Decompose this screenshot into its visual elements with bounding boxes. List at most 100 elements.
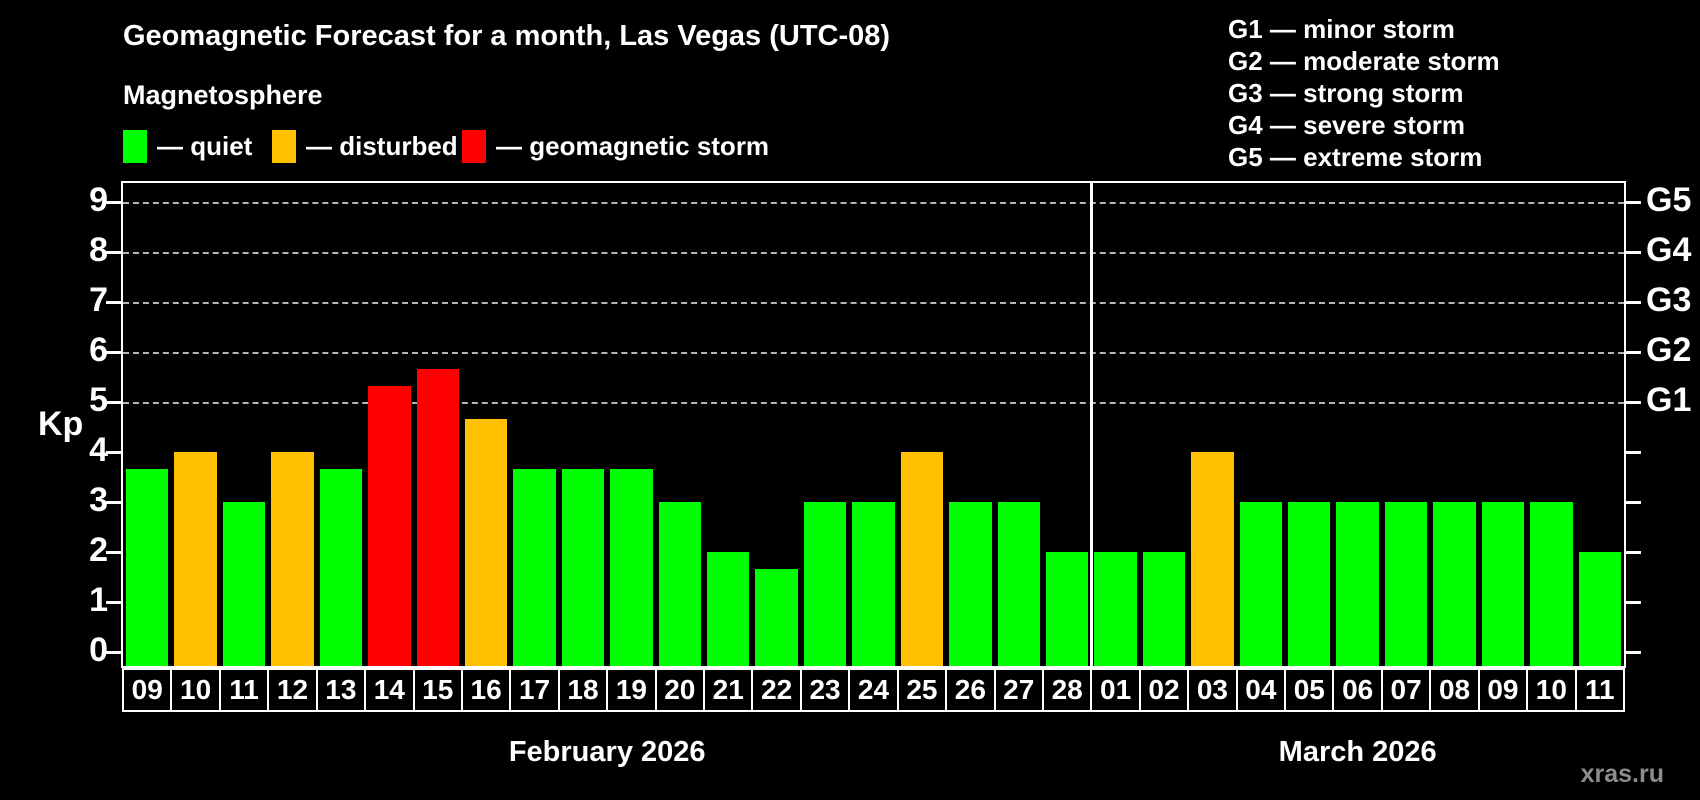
y-tick-left-7 — [106, 300, 122, 304]
g-level-label-g4: G4 — [1646, 231, 1692, 269]
kp-bar-13 — [319, 468, 363, 666]
day-label-feb-22: 22 — [751, 668, 802, 712]
day-label-feb-12: 12 — [267, 668, 318, 712]
kp-bar-08 — [1433, 502, 1476, 666]
legend-swatch-disturbed-icon — [272, 129, 296, 163]
y-tick-right-4 — [1625, 450, 1641, 454]
kp-bar-21 — [707, 552, 750, 666]
kp-bar-15 — [416, 368, 459, 666]
kp-bar-09 — [1481, 502, 1525, 666]
y-tick-right-0 — [1625, 650, 1641, 654]
kp-bar-11 — [222, 502, 266, 666]
gridline-kp8 — [123, 252, 1624, 254]
y-tick-right-5 — [1625, 400, 1641, 404]
y-tick-left-1 — [106, 600, 122, 604]
legend-item-quiet: — quiet — [123, 128, 252, 164]
kp-bar-26 — [949, 502, 992, 666]
y-tick-label-0: 0 — [89, 631, 108, 669]
day-label-feb-26: 26 — [945, 668, 996, 712]
day-label-feb-15: 15 — [412, 668, 463, 712]
y-tick-left-6 — [106, 350, 122, 354]
y-tick-left-0 — [106, 650, 122, 654]
day-label-mar-06: 06 — [1332, 668, 1383, 712]
day-label-mar-09: 09 — [1477, 668, 1529, 712]
day-label-mar-03: 03 — [1187, 668, 1238, 712]
y-tick-left-9 — [106, 200, 122, 204]
chart-subtitle: Magnetosphere — [123, 80, 323, 110]
month-separator — [1089, 183, 1093, 666]
day-label-mar-02: 02 — [1138, 668, 1190, 712]
day-label-feb-14: 14 — [364, 668, 415, 712]
y-tick-label-5: 5 — [89, 381, 108, 419]
kp-bar-14 — [368, 385, 411, 666]
y-tick-right-2 — [1625, 550, 1641, 554]
y-tick-label-9: 9 — [89, 181, 108, 219]
day-label-mar-11: 11 — [1574, 668, 1625, 712]
day-label-feb-20: 20 — [654, 668, 706, 712]
kp-bar-12 — [271, 452, 314, 666]
y-tick-label-6: 6 — [89, 331, 108, 369]
day-label-mar-08: 08 — [1429, 668, 1480, 712]
day-label-feb-17: 17 — [509, 668, 560, 712]
day-label-feb-16: 16 — [460, 668, 512, 712]
month-label-february: February 2026 — [508, 736, 706, 768]
g-legend-line-5: G5 — extreme storm — [1228, 142, 1483, 172]
g-scale-legend: G1 — minor storm G2 — moderate storm G3 — … — [1228, 13, 1500, 173]
kp-bar-23 — [803, 502, 847, 666]
legend-label-disturbed: — disturbed — [306, 130, 458, 161]
y-tick-right-3 — [1625, 500, 1641, 504]
g-legend-line-4: G4 — severe storm — [1228, 110, 1466, 140]
g-level-label-g3: G3 — [1646, 281, 1692, 319]
day-label-feb-27: 27 — [993, 668, 1044, 712]
kp-bar-01 — [1094, 552, 1137, 666]
legend-label-quiet: — quiet — [157, 130, 253, 161]
kp-bar-24 — [852, 502, 895, 666]
day-label-feb-28: 28 — [1041, 668, 1093, 712]
y-tick-label-2: 2 — [89, 531, 108, 569]
y-tick-right-7 — [1625, 300, 1641, 304]
kp-bar-05 — [1288, 502, 1331, 666]
day-label-mar-05: 05 — [1284, 668, 1335, 712]
g-legend-line-3: G3 — strong storm — [1228, 78, 1464, 108]
kp-bar-20 — [658, 502, 702, 666]
g-level-label-g2: G2 — [1646, 331, 1692, 369]
chart-title: Geomagnetic Forecast for a month, Las Ve… — [123, 20, 891, 52]
legend-swatch-storm-icon — [462, 129, 486, 163]
legend-item-disturbed: — disturbed — [272, 128, 458, 164]
y-tick-right-9 — [1625, 200, 1641, 204]
kp-bar-10 — [174, 452, 217, 666]
kp-bar-10 — [1530, 502, 1573, 666]
status-legend: — quiet — disturbed — geomagnetic storm — [0, 128, 1100, 168]
kp-bar-11 — [1578, 552, 1621, 666]
day-label-feb-24: 24 — [848, 668, 899, 712]
kp-bar-27 — [997, 502, 1040, 666]
g-level-label-g5: G5 — [1646, 181, 1692, 219]
day-label-feb-10: 10 — [170, 668, 221, 712]
y-tick-left-5 — [106, 400, 122, 404]
gridline-kp9 — [123, 202, 1624, 204]
day-label-feb-09: 09 — [122, 668, 173, 712]
kp-bar-17 — [513, 468, 556, 666]
day-label-feb-21: 21 — [703, 668, 754, 712]
kp-bar-16 — [464, 418, 508, 666]
legend-label-storm: — geomagnetic storm — [496, 130, 770, 161]
gridline-kp7 — [123, 302, 1624, 304]
y-tick-left-4 — [106, 450, 122, 454]
day-label-feb-11: 11 — [218, 668, 270, 712]
day-label-feb-18: 18 — [557, 668, 609, 712]
kp-bar-06 — [1336, 502, 1379, 666]
y-tick-right-8 — [1625, 250, 1641, 254]
g-level-label-g1: G1 — [1646, 381, 1692, 419]
day-label-mar-04: 04 — [1235, 668, 1287, 712]
y-tick-label-3: 3 — [89, 481, 108, 519]
day-label-mar-10: 10 — [1526, 668, 1577, 712]
y-tick-label-8: 8 — [89, 231, 108, 269]
y-tick-right-1 — [1625, 600, 1641, 604]
kp-bar-07 — [1384, 502, 1428, 666]
kp-bar-18 — [561, 468, 605, 666]
y-axis-title: Kp — [38, 405, 84, 443]
kp-bar-09 — [126, 468, 169, 666]
kp-bar-19 — [610, 468, 653, 666]
g-legend-line-2: G2 — moderate storm — [1228, 46, 1500, 76]
